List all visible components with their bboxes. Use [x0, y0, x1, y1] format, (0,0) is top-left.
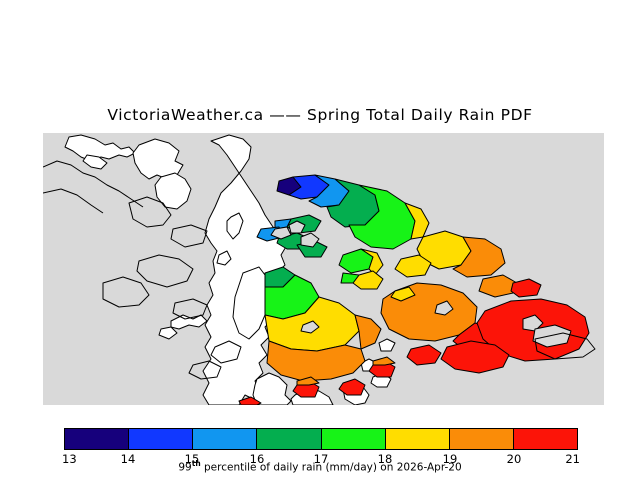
caption-text: percentile of daily rain (mm/day) on 202…	[200, 461, 462, 474]
region-islet-red-b	[338, 378, 366, 396]
region-gulf-red-a	[510, 278, 542, 298]
colorbar-tick-13: 13	[62, 452, 77, 466]
region-gulf-yellow-b	[394, 254, 432, 278]
colorbar-segment-17-18[interactable]	[321, 429, 386, 449]
colorbar-tick-20: 20	[506, 452, 522, 466]
region-islet-orange-b	[372, 356, 396, 366]
colorbar-segment-14-15[interactable]	[129, 429, 194, 449]
region-east-red-c	[406, 344, 442, 366]
map-graphic[interactable]	[43, 133, 604, 405]
colorbar-tick-19: 19	[442, 452, 458, 466]
colorbar-tick-15: 15	[184, 452, 200, 466]
colorbar-segment-16-17[interactable]	[257, 429, 322, 449]
caption-percentile-suffix: th	[191, 459, 201, 468]
colorbar-segment-19-20[interactable]	[449, 429, 514, 449]
region-island-mid-green-b	[340, 272, 360, 284]
region-gulf-orange-a	[452, 236, 506, 278]
colorbar[interactable]	[64, 428, 578, 450]
colorbar-tick-17: 17	[313, 452, 329, 466]
land-overlay	[232, 220, 572, 348]
colorbar-strip[interactable]	[64, 428, 578, 450]
region-vic-orange-e	[354, 314, 382, 350]
colorbar-tick-labels: 13 14 15 16 17 18 19 20 21	[0, 452, 640, 466]
caption-percentile-number: 99	[178, 461, 192, 474]
map-panel[interactable]	[43, 133, 604, 405]
colorbar-tick-18: 18	[377, 452, 393, 466]
region-islet-orange-a	[296, 376, 320, 386]
colorbar-tick-16: 16	[249, 452, 265, 466]
colorbar-segment-15-16[interactable]	[193, 429, 258, 449]
region-island-mid-yellow-b	[352, 270, 384, 290]
region-vic-orange	[266, 340, 366, 382]
colorbar-segment-18-19[interactable]	[385, 429, 450, 449]
colorbar-segment-13-14[interactable]	[65, 429, 130, 449]
colorbar-tick-21: 21	[565, 452, 580, 466]
region-islet-red-d	[238, 396, 262, 405]
page-title: VictoriaWeather.ca —— Spring Total Daily…	[107, 106, 533, 124]
colorbar-tick-14: 14	[120, 452, 136, 466]
colorbar-segment-20-21[interactable]	[513, 429, 577, 449]
coastlines	[43, 160, 596, 380]
region-gulf-orange-b	[478, 274, 518, 298]
region-saltspring-yellow-tip	[390, 286, 416, 302]
data-regions[interactable]	[238, 174, 590, 405]
region-east-red-b	[440, 340, 510, 374]
colorbar-caption: 99th percentile of daily rain (mm/day) o…	[0, 459, 640, 474]
